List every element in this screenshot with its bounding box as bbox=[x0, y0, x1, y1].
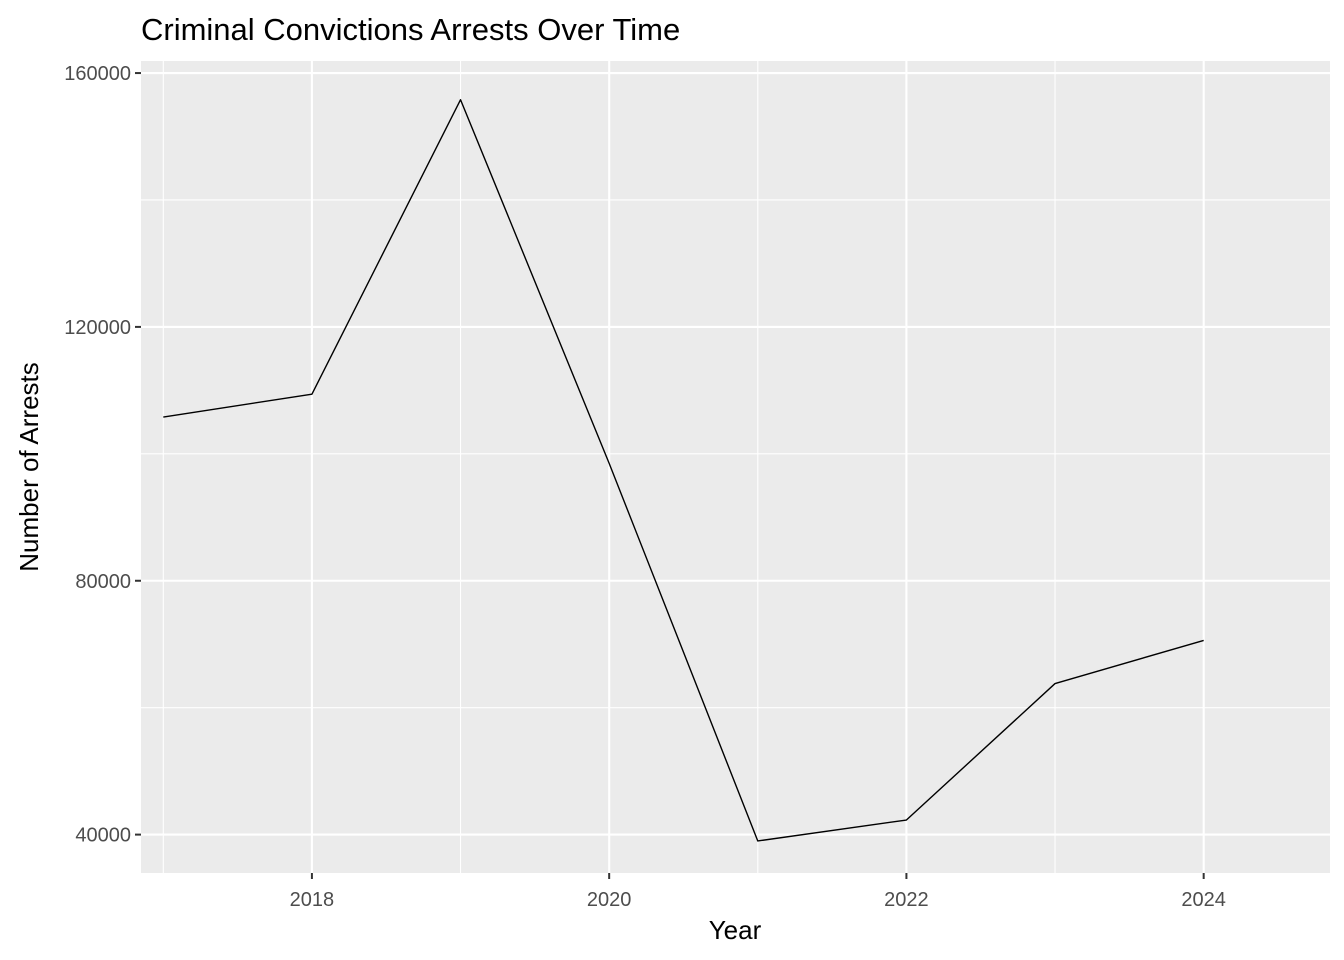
y-tick-label: 80000 bbox=[75, 571, 131, 593]
minor-grid bbox=[141, 61, 1330, 873]
x-tick-label: 2022 bbox=[884, 889, 929, 911]
x-tick-label: 2024 bbox=[1181, 889, 1226, 911]
x-tick-label: 2020 bbox=[587, 889, 632, 911]
y-axis-title: Number of Arrests bbox=[14, 362, 44, 572]
chart-title: Criminal Convictions Arrests Over Time bbox=[141, 12, 680, 47]
x-tick-label: 2018 bbox=[290, 889, 335, 911]
y-tick-label: 120000 bbox=[64, 317, 131, 339]
series-line bbox=[163, 99, 1204, 842]
y-tick-label: 160000 bbox=[64, 63, 131, 85]
series-layer bbox=[163, 99, 1204, 842]
tick-labels: 2018 2020 2022 2024 40000 80000 120000 160000 bbox=[64, 63, 1226, 911]
plot-panel bbox=[141, 61, 1330, 873]
x-axis-title: Year bbox=[709, 915, 762, 945]
axis-ticks bbox=[135, 72, 1205, 879]
y-tick-label: 40000 bbox=[75, 825, 131, 847]
major-grid bbox=[141, 61, 1330, 873]
